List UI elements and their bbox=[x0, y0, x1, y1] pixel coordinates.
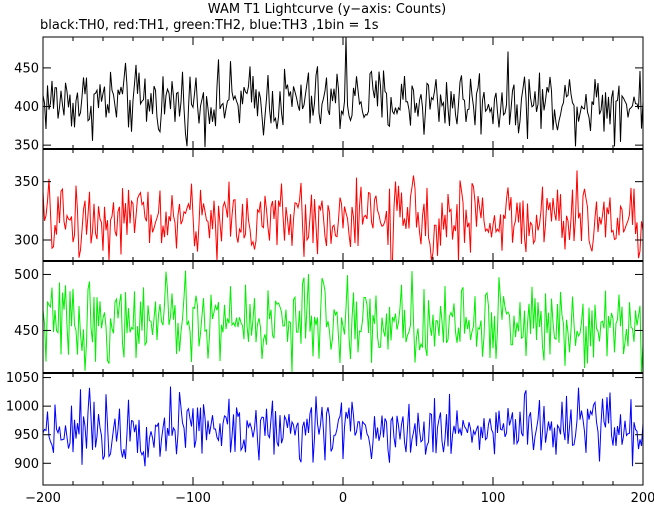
x-tick-label: −200 bbox=[25, 491, 61, 505]
series-th2-line bbox=[43, 270, 643, 373]
y-tick-label: 450 bbox=[14, 61, 39, 76]
y-tick-label: 900 bbox=[14, 457, 39, 472]
y-tick-label: 450 bbox=[14, 324, 39, 339]
panel-frame bbox=[42, 36, 644, 150]
y-tick-label: 1000 bbox=[6, 400, 39, 415]
x-axis: −200 −100 0 100 200 bbox=[25, 491, 654, 505]
y-tick-label: 950 bbox=[14, 428, 39, 443]
panel-th2: 450 500 bbox=[14, 260, 644, 374]
panels-group: 350 400 450 300 350 450 500 900 950 1000 1050 bbox=[6, 36, 644, 486]
panel-th1: 300 350 bbox=[14, 148, 644, 262]
series-th3-line bbox=[43, 386, 643, 467]
x-tick-label: −100 bbox=[175, 491, 211, 505]
y-tick-label: 400 bbox=[14, 100, 39, 115]
chart-subtitle: black:TH0, red:TH1, green:TH2, blue:TH3 … bbox=[40, 18, 379, 33]
x-tick-label: 100 bbox=[481, 491, 506, 505]
panel-th3: 900 950 1000 1050 bbox=[6, 371, 644, 486]
y-tick-label: 350 bbox=[14, 175, 39, 190]
y-tick-label: 350 bbox=[14, 139, 39, 154]
y-tick-label: 500 bbox=[14, 268, 39, 283]
series-th1-line bbox=[43, 170, 643, 261]
panel-th0: 350 400 450 bbox=[14, 36, 644, 154]
series-th0-line bbox=[43, 37, 643, 148]
y-tick-label: 300 bbox=[14, 234, 39, 249]
panel-frame bbox=[42, 372, 644, 486]
y-tick-label: 1050 bbox=[6, 371, 39, 386]
x-tick-label: 200 bbox=[631, 491, 654, 505]
chart-title: WAM T1 Lightcurve (y−axis: Counts) bbox=[208, 2, 446, 17]
x-tick-label: 0 bbox=[339, 491, 347, 505]
